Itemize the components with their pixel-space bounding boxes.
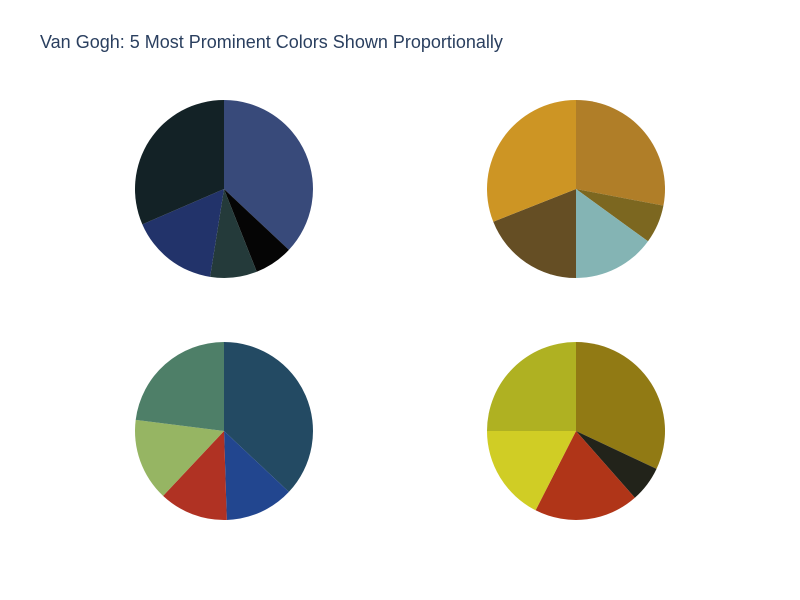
pie-3-slice-3[interactable] bbox=[163, 431, 227, 521]
pie-4-slice-4[interactable] bbox=[487, 431, 576, 511]
pie-1-slice-4[interactable] bbox=[142, 189, 224, 277]
pie-1-slice-1[interactable] bbox=[224, 100, 313, 250]
pie-3-slice-2[interactable] bbox=[224, 431, 289, 520]
pie-4-slice-5[interactable] bbox=[487, 342, 576, 431]
pie-2-slice-2[interactable] bbox=[576, 189, 664, 242]
pie-1-slice-3[interactable] bbox=[210, 189, 257, 278]
pie-2-slice-3[interactable] bbox=[576, 189, 648, 278]
pie-4-slice-2[interactable] bbox=[576, 431, 657, 498]
pie-2-slice-5[interactable] bbox=[487, 100, 576, 222]
pie-chart-2 bbox=[487, 100, 665, 278]
pie-2-slice-1[interactable] bbox=[576, 100, 665, 206]
pie-1-slice-5[interactable] bbox=[134, 100, 224, 225]
pie-chart-4 bbox=[487, 342, 665, 521]
pie-3-slice-1[interactable] bbox=[224, 342, 313, 492]
pie-3-slice-4[interactable] bbox=[134, 419, 224, 496]
chart-title: Van Gogh: 5 Most Prominent Colors Shown … bbox=[40, 32, 503, 52]
pie-4-slice-1[interactable] bbox=[576, 342, 665, 469]
pie-3-slice-5[interactable] bbox=[135, 341, 224, 431]
pie-1-slice-2[interactable] bbox=[224, 189, 289, 272]
pie-2-slice-4[interactable] bbox=[493, 189, 576, 278]
pie-4-slice-3[interactable] bbox=[535, 431, 635, 521]
pie-chart-3 bbox=[134, 341, 313, 521]
pie-chart-1 bbox=[134, 100, 313, 278]
